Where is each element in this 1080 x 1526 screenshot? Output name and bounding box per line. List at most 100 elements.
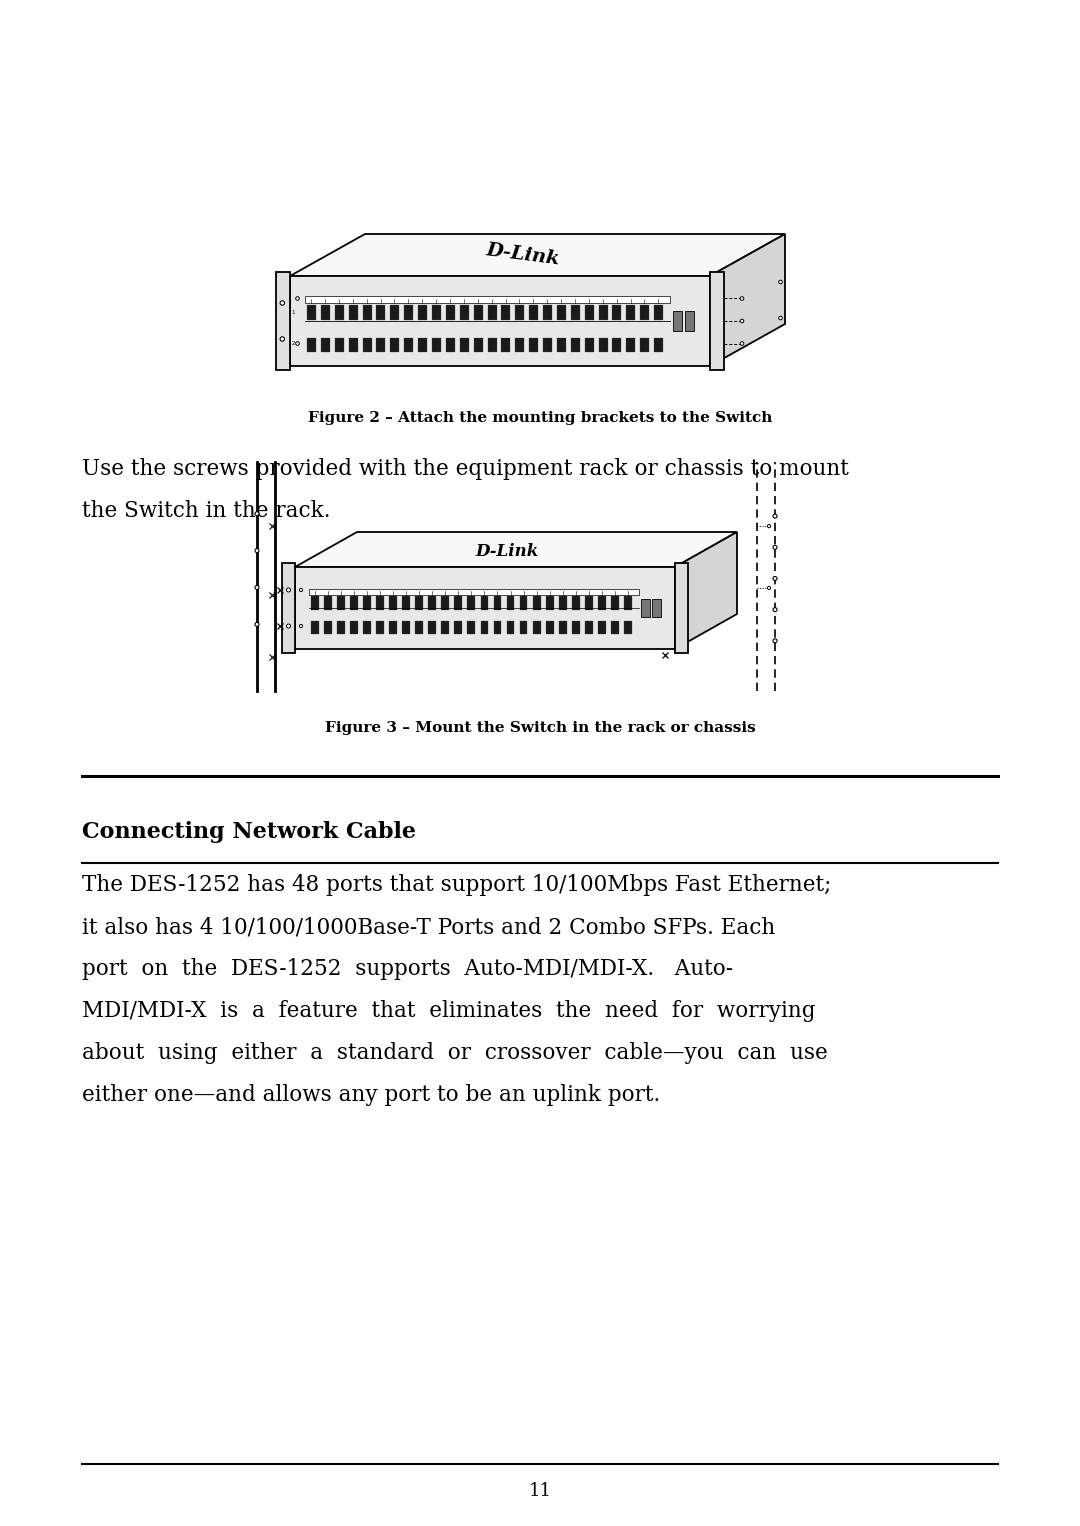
Bar [321, 305, 329, 320]
Polygon shape [675, 533, 737, 649]
Bar [337, 621, 345, 635]
Bar [494, 621, 501, 635]
Bar [515, 337, 524, 353]
Circle shape [740, 296, 744, 301]
Bar [519, 597, 527, 609]
Circle shape [773, 607, 777, 612]
Circle shape [296, 342, 299, 345]
Text: port  on  the  DES-1252  supports  Auto-MDI/MDI-X.   Auto-: port on the DES-1252 supports Auto-MDI/M… [82, 958, 733, 980]
Bar [416, 621, 423, 635]
Bar [529, 337, 538, 353]
Bar [418, 337, 427, 353]
Bar [349, 337, 357, 353]
Bar [376, 621, 384, 635]
Circle shape [255, 549, 259, 552]
Bar [309, 589, 639, 595]
Bar [545, 621, 554, 635]
Circle shape [768, 525, 771, 528]
Bar [474, 305, 483, 320]
Polygon shape [282, 563, 295, 653]
Bar [404, 305, 414, 320]
Text: Use the screws provided with the equipment rack or chassis to mount: Use the screws provided with the equipme… [82, 458, 849, 481]
Bar [311, 621, 319, 635]
Circle shape [296, 296, 299, 301]
Bar [501, 305, 511, 320]
Bar [571, 597, 580, 609]
Bar [429, 621, 436, 635]
Bar [390, 305, 400, 320]
Text: Figure 3 – Mount the Switch in the rack or chassis: Figure 3 – Mount the Switch in the rack … [325, 720, 755, 736]
Circle shape [255, 623, 259, 626]
Bar [611, 597, 619, 609]
Bar [598, 305, 608, 320]
Bar [532, 597, 540, 609]
Text: D-Link: D-Link [475, 543, 538, 560]
Bar [642, 600, 650, 617]
Bar [390, 337, 400, 353]
Bar [376, 597, 384, 609]
Circle shape [299, 589, 302, 592]
Polygon shape [291, 233, 785, 276]
Bar [455, 597, 462, 609]
Bar [363, 337, 372, 353]
Bar [416, 597, 423, 609]
Bar [432, 337, 441, 353]
Bar [363, 621, 372, 635]
Bar [324, 621, 332, 635]
Bar [612, 305, 621, 320]
Bar [532, 621, 540, 635]
Bar [557, 305, 566, 320]
Bar [335, 337, 343, 353]
Bar [446, 337, 455, 353]
Text: about  using  either  a  standard  or  crossover  cable—you  can  use: about using either a standard or crossov… [82, 1042, 827, 1064]
Bar [515, 305, 524, 320]
Bar [612, 337, 621, 353]
Bar [585, 621, 593, 635]
Text: 11: 11 [528, 1482, 552, 1500]
Bar [611, 621, 619, 635]
Bar [571, 621, 580, 635]
Bar [507, 597, 514, 609]
Bar [557, 337, 566, 353]
Bar [389, 597, 397, 609]
Circle shape [740, 319, 744, 324]
Bar [468, 621, 475, 635]
Bar [652, 600, 661, 617]
Bar [598, 597, 606, 609]
Bar [311, 597, 319, 609]
Bar [640, 305, 649, 320]
Bar [584, 337, 594, 353]
Bar [598, 621, 606, 635]
Bar [307, 305, 316, 320]
Bar [626, 337, 635, 353]
Bar [324, 597, 332, 609]
Text: 2: 2 [292, 340, 295, 346]
Text: The DES-1252 has 48 ports that support 10/100Mbps Fast Ethernet;: The DES-1252 has 48 ports that support 1… [82, 874, 832, 896]
Bar [455, 621, 462, 635]
Bar [543, 305, 552, 320]
Circle shape [773, 514, 777, 519]
Polygon shape [710, 233, 785, 366]
Circle shape [779, 316, 782, 320]
Text: Figure 2 – Attach the mounting brackets to the Switch: Figure 2 – Attach the mounting brackets … [308, 410, 772, 426]
Bar [377, 305, 386, 320]
Bar [402, 597, 410, 609]
Bar [429, 597, 436, 609]
Bar [377, 337, 386, 353]
Bar [584, 305, 594, 320]
Bar [654, 305, 663, 320]
Bar [543, 337, 552, 353]
Bar [624, 597, 632, 609]
Circle shape [768, 586, 771, 589]
Text: either one—and allows any port to be an uplink port.: either one—and allows any port to be an … [82, 1083, 660, 1106]
Bar [363, 305, 372, 320]
Bar [349, 305, 357, 320]
Circle shape [280, 337, 284, 342]
Bar [673, 311, 681, 331]
Bar [685, 311, 694, 331]
Circle shape [779, 281, 782, 284]
Bar [640, 337, 649, 353]
Bar [626, 305, 635, 320]
Bar [307, 337, 316, 353]
Bar [494, 597, 501, 609]
